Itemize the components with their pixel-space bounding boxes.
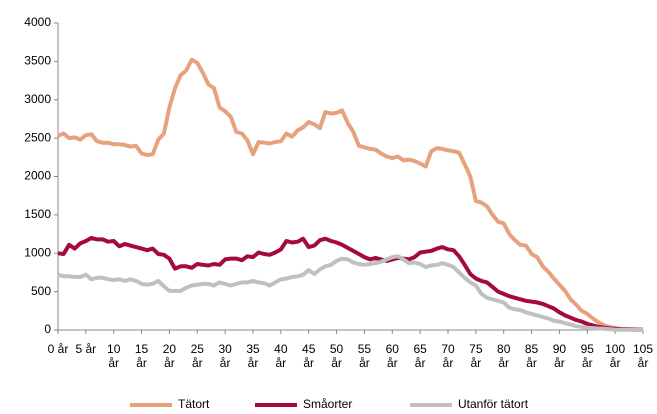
legend-label: Småorter — [303, 397, 352, 411]
line-series — [57, 235, 644, 332]
x-tick-label: 60 år — [385, 342, 399, 370]
y-tick-label: 500 — [31, 284, 51, 298]
x-tick-label: 65 år — [413, 342, 427, 370]
x-tick-label: 90 år — [552, 342, 567, 370]
x-tick-label: 20 år — [162, 342, 177, 370]
y-tick-label: 2000 — [24, 169, 51, 183]
x-tick-label: 50 år — [329, 342, 344, 370]
x-tick-label: 80 år — [497, 342, 511, 370]
y-tick-label: 0 — [44, 322, 51, 336]
x-tick-label: 95 år — [580, 342, 594, 370]
x-tick-label: 45 år — [302, 342, 316, 370]
x-tick-label: 25 år — [190, 342, 204, 370]
y-tick-label: 1500 — [24, 207, 51, 221]
x-tick-label: 75 år — [469, 342, 483, 370]
y-tick-label: 3500 — [24, 54, 51, 68]
x-tick-label: 85 år — [524, 342, 539, 370]
line-series — [57, 254, 643, 332]
x-tick-label: 40 år — [274, 342, 288, 370]
x-tick-label: 30 år — [218, 342, 232, 370]
x-tick-label: 5 år — [75, 342, 97, 356]
x-tick-label: 15 år — [134, 342, 149, 370]
y-tick-label: 2500 — [24, 130, 51, 144]
x-tick-label: 0 år — [47, 342, 69, 356]
y-tick-label: 3000 — [24, 92, 51, 106]
x-tick-label: 55 år — [357, 342, 372, 370]
y-tick-label: 4000 — [24, 15, 51, 29]
legend-label: Utanför tätort — [458, 397, 529, 411]
x-tick-label: 70 år — [441, 342, 455, 370]
x-tick-label: 35 år — [246, 342, 260, 370]
y-tick-label: 1000 — [24, 245, 51, 259]
x-tick-label: 105 år — [632, 342, 654, 370]
line-series — [57, 57, 643, 332]
x-tick-label: 10 år — [107, 342, 121, 370]
legend-label: Tätort — [178, 397, 210, 411]
x-tick-label: 100 år — [605, 342, 626, 370]
